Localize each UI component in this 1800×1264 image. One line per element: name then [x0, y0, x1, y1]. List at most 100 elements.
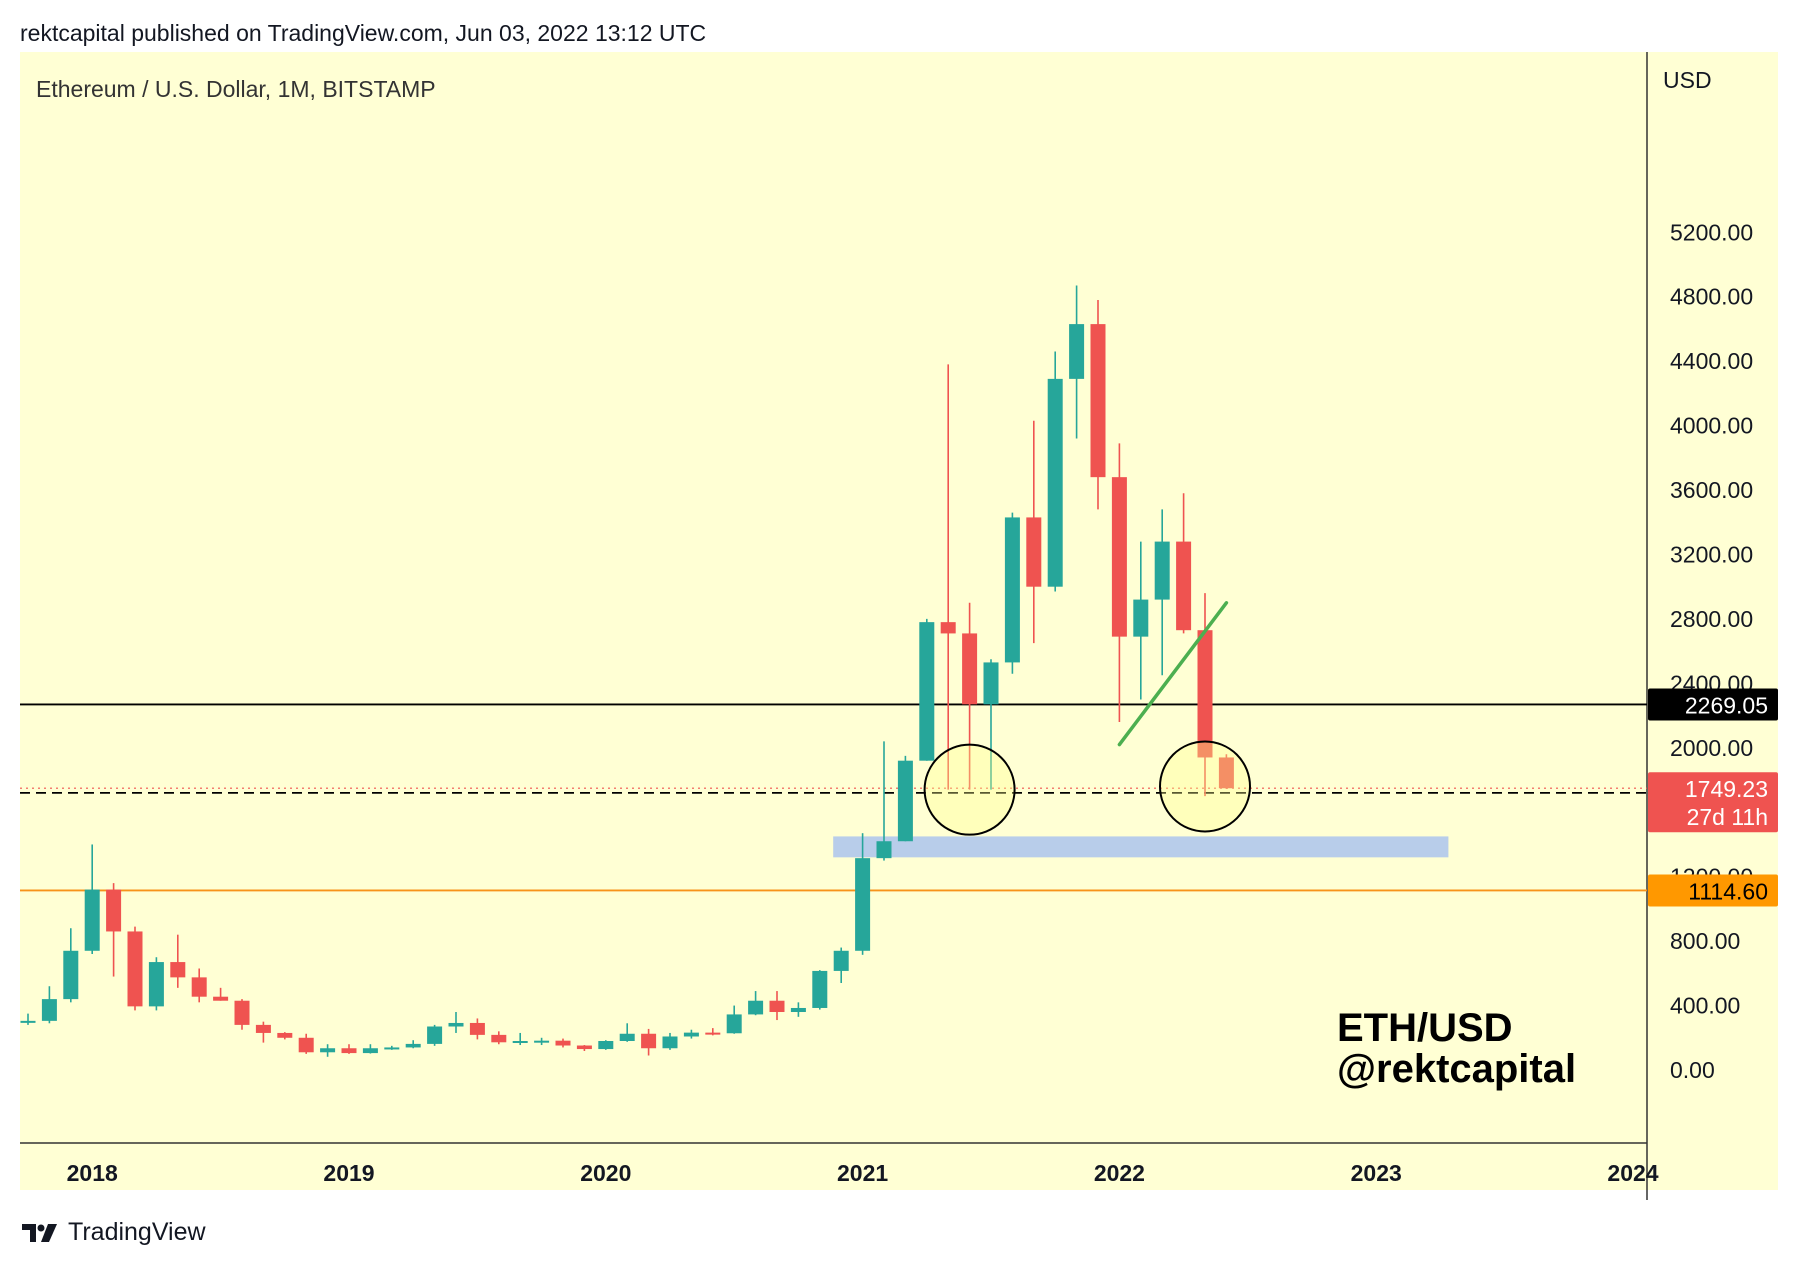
- candle: [576, 1045, 592, 1051]
- candle: [748, 991, 764, 1016]
- candle-body: [769, 1000, 785, 1013]
- candle: [106, 883, 122, 977]
- candle: [769, 991, 785, 1021]
- candle: [962, 602, 978, 790]
- candle-body: [919, 622, 935, 761]
- watermark-line-1: ETH/USD: [1337, 1006, 1513, 1050]
- candle-body: [512, 1041, 528, 1044]
- candle-body: [1176, 541, 1192, 631]
- candle: [619, 1023, 635, 1042]
- candle-body: [213, 996, 229, 1001]
- candle-body: [534, 1040, 550, 1043]
- x-tick-label: 2020: [580, 1160, 631, 1186]
- candle-body: [148, 962, 164, 1007]
- candle-body: [855, 858, 871, 951]
- level-tag-0-text: 2269.05: [1685, 692, 1768, 718]
- candle-body: [405, 1043, 421, 1048]
- candle: [469, 1018, 485, 1040]
- candle-body: [170, 962, 186, 978]
- candle-body: [277, 1032, 293, 1038]
- candle-body: [619, 1033, 635, 1042]
- y-tick-label: 0.00: [1670, 1057, 1715, 1083]
- candle-body: [63, 950, 79, 1000]
- candle: [833, 947, 849, 984]
- x-tick-label: 2018: [67, 1160, 118, 1186]
- candle: [1218, 754, 1234, 789]
- candle-body: [1069, 324, 1085, 379]
- candle: [405, 1040, 421, 1049]
- candle: [127, 926, 143, 1011]
- candle-body: [962, 633, 978, 705]
- candle-body: [555, 1040, 571, 1046]
- candle: [983, 659, 999, 790]
- candle-body: [106, 889, 122, 932]
- x-axis-ticks: 2018 2019 2020 2021 2022 2023 2024: [67, 1160, 1659, 1186]
- candle: [790, 1002, 806, 1017]
- candle: [362, 1044, 378, 1054]
- x-tick-label: 2023: [1351, 1160, 1402, 1186]
- candle-body: [20, 1020, 36, 1023]
- candle: [491, 1031, 507, 1045]
- candle: [1154, 509, 1170, 676]
- candle-body: [298, 1037, 314, 1053]
- candle-body: [940, 622, 956, 634]
- candle: [1069, 285, 1085, 439]
- candle: [427, 1024, 443, 1046]
- candle: [512, 1032, 528, 1046]
- highlight-circle-1: [1159, 740, 1251, 833]
- last-price-tag-text: 1749.23: [1685, 776, 1768, 802]
- candle: [20, 1013, 36, 1025]
- candle: [855, 833, 871, 955]
- levels-layer: [20, 703, 1647, 892]
- candle: [919, 618, 935, 761]
- candle: [1176, 493, 1192, 634]
- candle: [84, 844, 100, 955]
- candle-body: [983, 662, 999, 705]
- candle-body: [1218, 757, 1234, 789]
- candle-body: [748, 1000, 764, 1015]
- candle: [940, 364, 956, 790]
- candle-body: [812, 970, 828, 1008]
- candle: [812, 970, 828, 1010]
- candle-body: [1026, 517, 1042, 587]
- candle: [277, 1032, 293, 1040]
- y-tick-label: 400.00: [1670, 993, 1740, 1019]
- last-price-tag-bg: [1648, 772, 1778, 833]
- candle: [341, 1044, 357, 1054]
- level-tag-0-bg: [1648, 688, 1778, 721]
- candle-body: [833, 950, 849, 971]
- candle-body: [341, 1048, 357, 1054]
- candle: [320, 1044, 336, 1057]
- candle-body: [320, 1048, 336, 1053]
- candle-body: [876, 841, 892, 859]
- y-axis-ticks: 5200.00 4800.00 4400.00 4000.00 3600.00 3200.…: [1670, 219, 1753, 1083]
- level-tag-2: 1114.60: [1648, 874, 1778, 907]
- x-tick-label: 2019: [323, 1160, 374, 1186]
- candle-body: [1090, 324, 1106, 478]
- y-tick-label: 3600.00: [1670, 477, 1753, 503]
- candle: [384, 1045, 400, 1050]
- x-tick-label: 2022: [1094, 1160, 1145, 1186]
- candle-body: [1154, 541, 1170, 600]
- candle: [705, 1028, 721, 1036]
- chart-title: Ethereum / U.S. Dollar, 1M, BITSTAMP: [36, 76, 436, 102]
- candle-body: [427, 1026, 443, 1044]
- y-tick-label: 5200.00: [1670, 219, 1753, 245]
- footer: TradingView: [20, 1218, 206, 1247]
- y-tick-label: 800.00: [1670, 928, 1740, 954]
- candle: [876, 741, 892, 861]
- candle-body: [705, 1032, 721, 1035]
- y-tick-label: 2000.00: [1670, 735, 1753, 761]
- candle-body: [448, 1022, 464, 1027]
- candle: [683, 1029, 699, 1039]
- annotations-layer: [923, 601, 1251, 836]
- y-tick-label: 4000.00: [1670, 413, 1753, 439]
- candle: [148, 957, 164, 1011]
- candle-body: [726, 1014, 742, 1034]
- candle: [213, 987, 229, 1001]
- tradingview-logo-icon: [22, 1223, 57, 1242]
- candle-body: [1004, 517, 1020, 663]
- candle: [534, 1037, 550, 1046]
- candle-body: [1111, 477, 1127, 637]
